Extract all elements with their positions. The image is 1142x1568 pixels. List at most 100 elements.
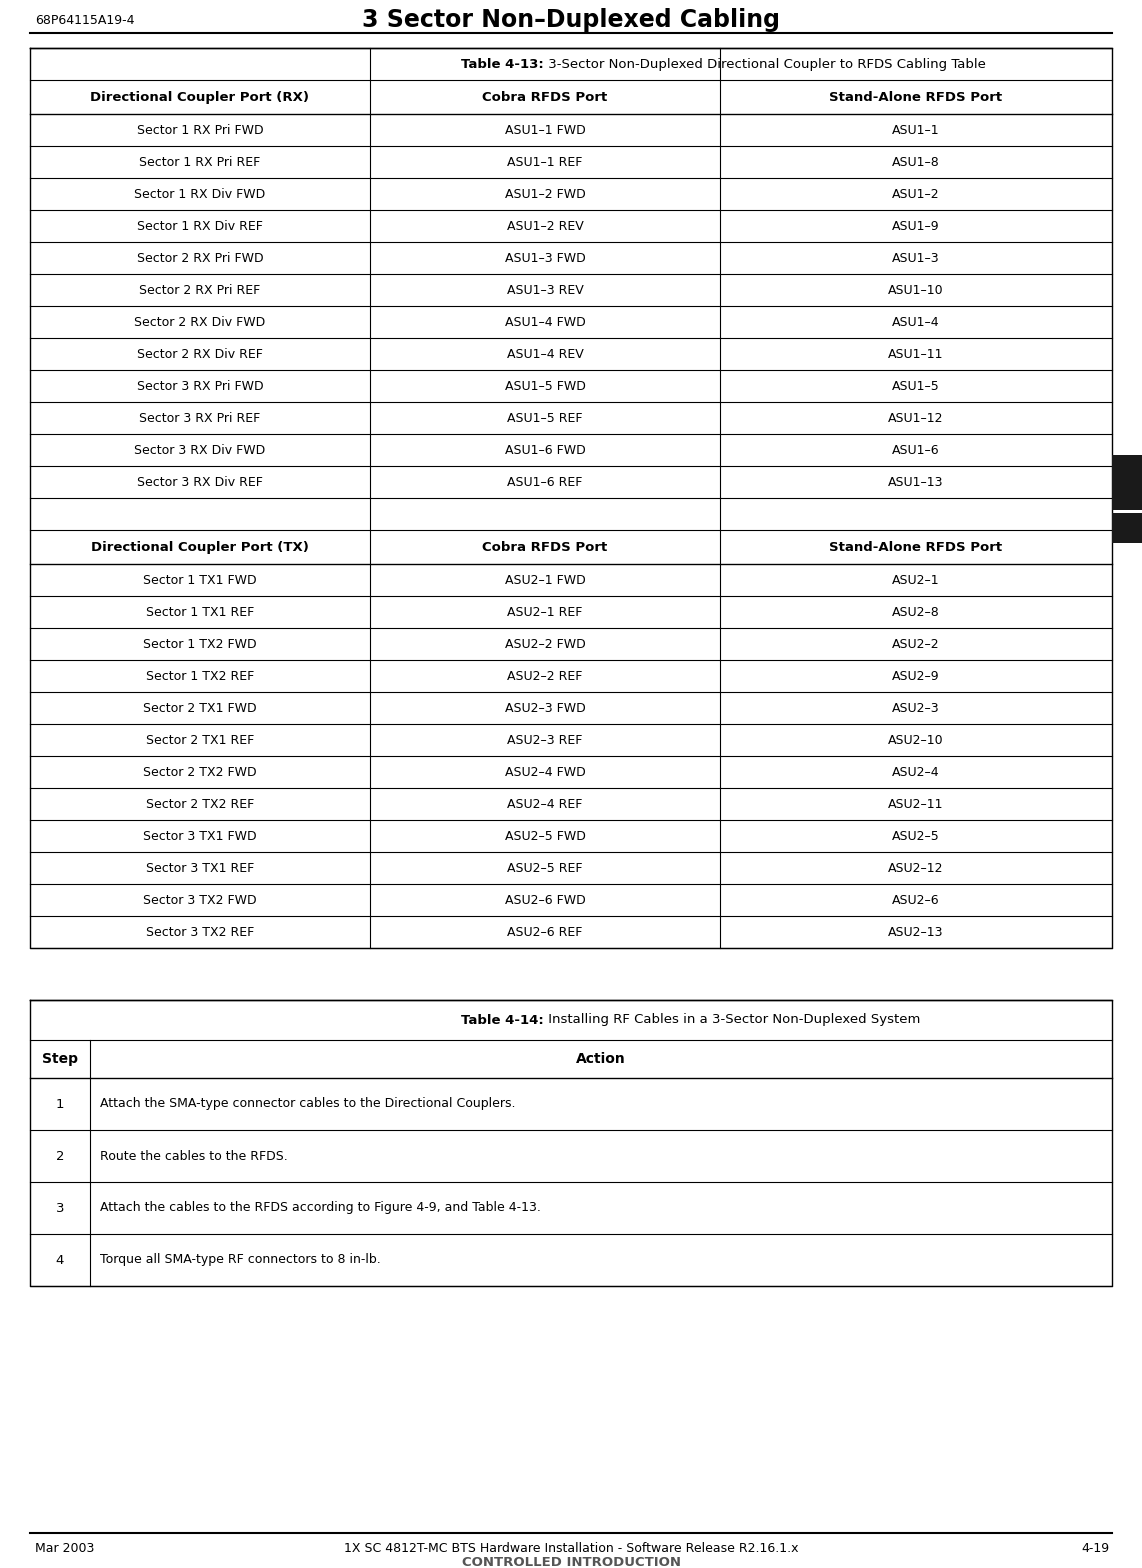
Text: ASU2–2 FWD: ASU2–2 FWD: [505, 638, 586, 651]
Text: ASU2–2 REF: ASU2–2 REF: [507, 670, 582, 682]
Polygon shape: [30, 80, 1112, 114]
Text: Sector 2 RX Div REF: Sector 2 RX Div REF: [137, 348, 263, 361]
Polygon shape: [30, 499, 1112, 530]
Text: ASU1–6 FWD: ASU1–6 FWD: [505, 444, 586, 456]
Text: Sector 1 RX Div FWD: Sector 1 RX Div FWD: [135, 188, 266, 201]
Text: Sector 3 TX1 REF: Sector 3 TX1 REF: [146, 861, 255, 875]
Text: ASU1–2: ASU1–2: [892, 188, 940, 201]
Text: Torque all SMA-type RF connectors to 8 in-lb.: Torque all SMA-type RF connectors to 8 i…: [100, 1253, 380, 1267]
Text: Attach the SMA-type connector cables to the Directional Couplers.: Attach the SMA-type connector cables to …: [100, 1098, 515, 1110]
Text: 4: 4: [56, 1253, 64, 1267]
Text: Directional Coupler Port (RX): Directional Coupler Port (RX): [90, 91, 309, 103]
Text: Sector 2 RX Pri FWD: Sector 2 RX Pri FWD: [137, 251, 264, 265]
Polygon shape: [30, 851, 1112, 884]
Polygon shape: [30, 1000, 1112, 1040]
Polygon shape: [1112, 455, 1142, 510]
Text: Sector 1 RX Pri FWD: Sector 1 RX Pri FWD: [137, 124, 264, 136]
Text: ASU2–5: ASU2–5: [892, 829, 940, 842]
Polygon shape: [30, 49, 1112, 80]
Text: ASU2–1: ASU2–1: [892, 574, 940, 586]
Text: Sector 1 TX1 REF: Sector 1 TX1 REF: [146, 605, 255, 618]
Polygon shape: [30, 466, 1112, 499]
Text: ASU1–10: ASU1–10: [888, 284, 943, 296]
Polygon shape: [30, 789, 1112, 820]
Text: Sector 3 RX Pri REF: Sector 3 RX Pri REF: [139, 411, 260, 425]
Text: Stand-Alone RFDS Port: Stand-Alone RFDS Port: [829, 541, 1003, 554]
Text: Sector 1 TX2 FWD: Sector 1 TX2 FWD: [143, 638, 257, 651]
Text: CONTROLLED INTRODUCTION: CONTROLLED INTRODUCTION: [461, 1555, 681, 1568]
Text: ASU1–2 REV: ASU1–2 REV: [507, 220, 584, 232]
Text: Sector 2 TX1 FWD: Sector 2 TX1 FWD: [143, 701, 257, 715]
Text: ASU2–12: ASU2–12: [888, 861, 943, 875]
Text: Sector 1 RX Div REF: Sector 1 RX Div REF: [137, 220, 263, 232]
Text: ASU1–5 FWD: ASU1–5 FWD: [505, 379, 586, 392]
Text: ASU1–6: ASU1–6: [892, 444, 940, 456]
Text: Sector 3 RX Pri FWD: Sector 3 RX Pri FWD: [137, 379, 264, 392]
Text: ASU1–11: ASU1–11: [888, 348, 943, 361]
Polygon shape: [30, 370, 1112, 401]
Text: Sector 1 TX2 REF: Sector 1 TX2 REF: [146, 670, 255, 682]
Text: ASU2–1 FWD: ASU2–1 FWD: [505, 574, 586, 586]
Text: ASU2–6 REF: ASU2–6 REF: [507, 925, 582, 939]
Text: 2: 2: [56, 1149, 64, 1162]
Polygon shape: [30, 884, 1112, 916]
Text: 1: 1: [56, 1098, 64, 1110]
Text: ASU2–5 REF: ASU2–5 REF: [507, 861, 582, 875]
Text: ASU1–3 REV: ASU1–3 REV: [507, 284, 584, 296]
Text: Step: Step: [42, 1052, 78, 1066]
Text: Sector 2 TX2 REF: Sector 2 TX2 REF: [146, 798, 255, 811]
Polygon shape: [30, 274, 1112, 306]
Text: Route the cables to the RFDS.: Route the cables to the RFDS.: [100, 1149, 288, 1162]
Text: ASU1–12: ASU1–12: [888, 411, 943, 425]
Text: ASU2–13: ASU2–13: [888, 925, 943, 939]
Text: ASU2–3 FWD: ASU2–3 FWD: [505, 701, 586, 715]
Polygon shape: [30, 114, 1112, 146]
Text: 3 Sector Non–Duplexed Cabling: 3 Sector Non–Duplexed Cabling: [362, 8, 780, 31]
Text: Sector 3 TX2 REF: Sector 3 TX2 REF: [146, 925, 255, 939]
Polygon shape: [30, 146, 1112, 179]
Text: ASU1–1 FWD: ASU1–1 FWD: [505, 124, 586, 136]
Polygon shape: [30, 629, 1112, 660]
Text: ASU1–1: ASU1–1: [892, 124, 940, 136]
Text: ASU1–5: ASU1–5: [892, 379, 940, 392]
Polygon shape: [30, 660, 1112, 691]
Text: 3: 3: [56, 1201, 64, 1215]
Text: ASU1–5 REF: ASU1–5 REF: [507, 411, 582, 425]
Text: Sector 3 TX1 FWD: Sector 3 TX1 FWD: [143, 829, 257, 842]
Polygon shape: [30, 820, 1112, 851]
Text: ASU1–1 REF: ASU1–1 REF: [507, 155, 582, 168]
Text: Sector 3 RX Div FWD: Sector 3 RX Div FWD: [135, 444, 266, 456]
Polygon shape: [30, 339, 1112, 370]
Polygon shape: [30, 691, 1112, 724]
Polygon shape: [1112, 513, 1142, 543]
Text: ASU2–9: ASU2–9: [892, 670, 940, 682]
Text: ASU2–4 REF: ASU2–4 REF: [507, 798, 582, 811]
Text: ASU2–4: ASU2–4: [892, 765, 940, 778]
Text: ASU2–3: ASU2–3: [892, 701, 940, 715]
Polygon shape: [30, 1234, 1112, 1286]
Polygon shape: [30, 210, 1112, 241]
Text: ASU1–4: ASU1–4: [892, 315, 940, 329]
Polygon shape: [30, 434, 1112, 466]
Polygon shape: [30, 179, 1112, 210]
Text: ASU1–9: ASU1–9: [892, 220, 940, 232]
Text: Sector 3 RX Div REF: Sector 3 RX Div REF: [137, 475, 263, 489]
Text: ASU2–6: ASU2–6: [892, 894, 940, 906]
Polygon shape: [30, 1131, 1112, 1182]
Text: ASU1–13: ASU1–13: [888, 475, 943, 489]
Text: Cobra RFDS Port: Cobra RFDS Port: [482, 541, 608, 554]
Polygon shape: [30, 241, 1112, 274]
Text: Table 4-13:: Table 4-13:: [460, 58, 544, 71]
Text: Sector 2 RX Div FWD: Sector 2 RX Div FWD: [135, 315, 266, 329]
Text: Sector 2 TX1 REF: Sector 2 TX1 REF: [146, 734, 255, 746]
Polygon shape: [30, 401, 1112, 434]
Text: 1X SC 4812T-MC BTS Hardware Installation - Software Release R2.16.1.x: 1X SC 4812T-MC BTS Hardware Installation…: [344, 1541, 798, 1554]
Text: ASU2–11: ASU2–11: [888, 798, 943, 811]
Polygon shape: [30, 1079, 1112, 1131]
Text: ASU2–1 REF: ASU2–1 REF: [507, 605, 582, 618]
Text: Attach the cables to the RFDS according to Figure 4-9, and Table 4-13.: Attach the cables to the RFDS according …: [100, 1201, 541, 1215]
Text: 3-Sector Non-Duplexed Directional Coupler to RFDS Cabling Table: 3-Sector Non-Duplexed Directional Couple…: [544, 58, 986, 71]
Text: ASU2–2: ASU2–2: [892, 638, 940, 651]
Text: Mar 2003: Mar 2003: [35, 1541, 95, 1554]
Polygon shape: [30, 596, 1112, 629]
